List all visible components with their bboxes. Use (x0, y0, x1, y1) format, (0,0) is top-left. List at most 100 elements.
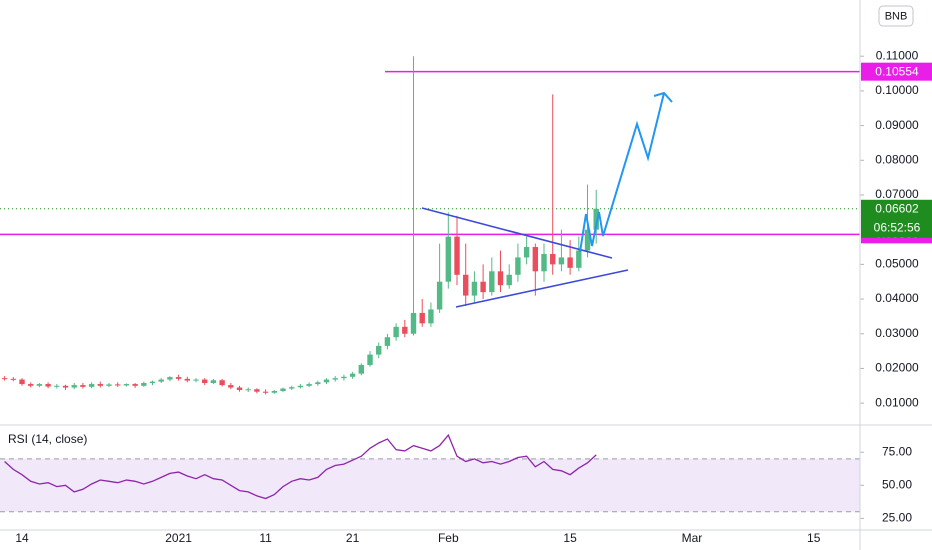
y-tick-label: 0.08000 (875, 152, 919, 166)
rsi-pane: 25.00 50.00 75.00 (0, 433, 912, 525)
candle-body (262, 391, 269, 393)
candle-body (506, 274, 512, 286)
y-tick-label: 50.00 (882, 477, 912, 491)
candle-body (202, 379, 208, 384)
candle-body (106, 384, 112, 386)
y-tick-label: 75.00 (882, 444, 912, 458)
candle-body (463, 274, 469, 296)
candle-body (315, 382, 321, 385)
candle-body (219, 380, 225, 386)
candle-body (158, 379, 164, 382)
candle-body (36, 384, 43, 386)
candle-body (593, 208, 599, 230)
candle-body (419, 312, 425, 324)
candle-body (1, 378, 8, 380)
candle-body (62, 385, 69, 388)
candle-body (445, 236, 452, 282)
x-tick-label: 15 (807, 531, 821, 545)
candle-body (10, 378, 17, 380)
y-tick-label: 0.04000 (875, 291, 919, 305)
candle-body (436, 281, 443, 310)
candle-body (428, 309, 434, 324)
candle-body (149, 381, 156, 384)
level-label-box (861, 62, 932, 81)
rsi-band (0, 458, 860, 512)
trendline (455, 269, 629, 308)
candle-body (236, 387, 243, 390)
y-tick-label: 0.11000 (876, 48, 919, 62)
candle-body (297, 385, 304, 388)
y-tick-label: 0.10000 (875, 83, 919, 97)
candle-body (19, 379, 25, 385)
y-tick-label: 0.03000 (875, 326, 919, 340)
candle-body (497, 271, 504, 286)
y-tick-label: 0.05000 (875, 257, 919, 271)
candle-body (489, 271, 495, 293)
candle-body (280, 388, 286, 391)
arrow-head (653, 91, 673, 103)
rsi-title: RSI (14, close) (8, 432, 87, 446)
candle-body (541, 253, 547, 272)
candle-body (471, 281, 478, 296)
symbol-badge[interactable] (878, 5, 914, 27)
x-tick-label: Feb (438, 531, 459, 545)
candle-body (454, 236, 460, 275)
x-tick-label: 14 (15, 531, 29, 545)
candle-body (115, 384, 121, 386)
candle-body (367, 354, 373, 365)
candle-body (28, 384, 34, 386)
candle-body (341, 376, 347, 379)
candle-body (167, 377, 173, 380)
candle-body (410, 312, 417, 334)
countdown-label: 06:52:56 (874, 220, 921, 234)
candle-body (358, 364, 365, 374)
candle-body (141, 383, 147, 386)
candle-body (349, 373, 356, 377)
candle-body (228, 385, 234, 388)
candle-body (558, 257, 565, 265)
last-price-label: 0.06602 (875, 201, 919, 215)
candle-body (88, 384, 95, 387)
y-tick-label: 0.07000 (875, 187, 919, 201)
candle-body (393, 326, 399, 338)
candle-body (576, 250, 582, 268)
x-tick-label: 15 (563, 531, 577, 545)
candle-body (402, 326, 408, 334)
candle-body (97, 384, 104, 386)
candle-body (567, 257, 573, 268)
y-tick-label: 0.01000 (875, 395, 919, 409)
x-tick-label: 11 (259, 531, 272, 545)
level-label: 0.10554 (875, 64, 919, 78)
candle-body (175, 377, 182, 379)
symbol: BNB (885, 10, 908, 22)
candle-body (132, 384, 138, 386)
candle-body (480, 281, 486, 293)
candle-body (384, 337, 391, 346)
candle-body (550, 253, 556, 265)
candle-body (45, 384, 51, 387)
candle-body (515, 257, 521, 275)
candle-body (80, 385, 86, 387)
candle-body (306, 384, 312, 386)
projection-arrow (579, 92, 665, 253)
candle-body (54, 385, 60, 387)
candle-body (210, 380, 217, 384)
candle-body (254, 389, 260, 392)
candle-body (376, 345, 382, 355)
x-tick-label: 21 (346, 531, 360, 545)
candle-body (271, 391, 278, 393)
y-tick-label: 25.00 (882, 511, 912, 525)
candle-body (245, 389, 251, 391)
candle-body (584, 229, 591, 251)
last-price-box (861, 199, 932, 238)
candle-body (71, 385, 77, 388)
candle-body (289, 387, 295, 389)
price-pane: 0.01000 0.02000 0.03000 0.04000 0.05000 0.070… (0, 48, 919, 409)
candle-body (332, 378, 338, 380)
candle-body (123, 384, 130, 386)
candle-body (184, 378, 191, 381)
y-tick-label: 0.09000 (875, 118, 919, 132)
x-tick-label: 2021 (165, 531, 192, 545)
candle-body (532, 247, 539, 272)
